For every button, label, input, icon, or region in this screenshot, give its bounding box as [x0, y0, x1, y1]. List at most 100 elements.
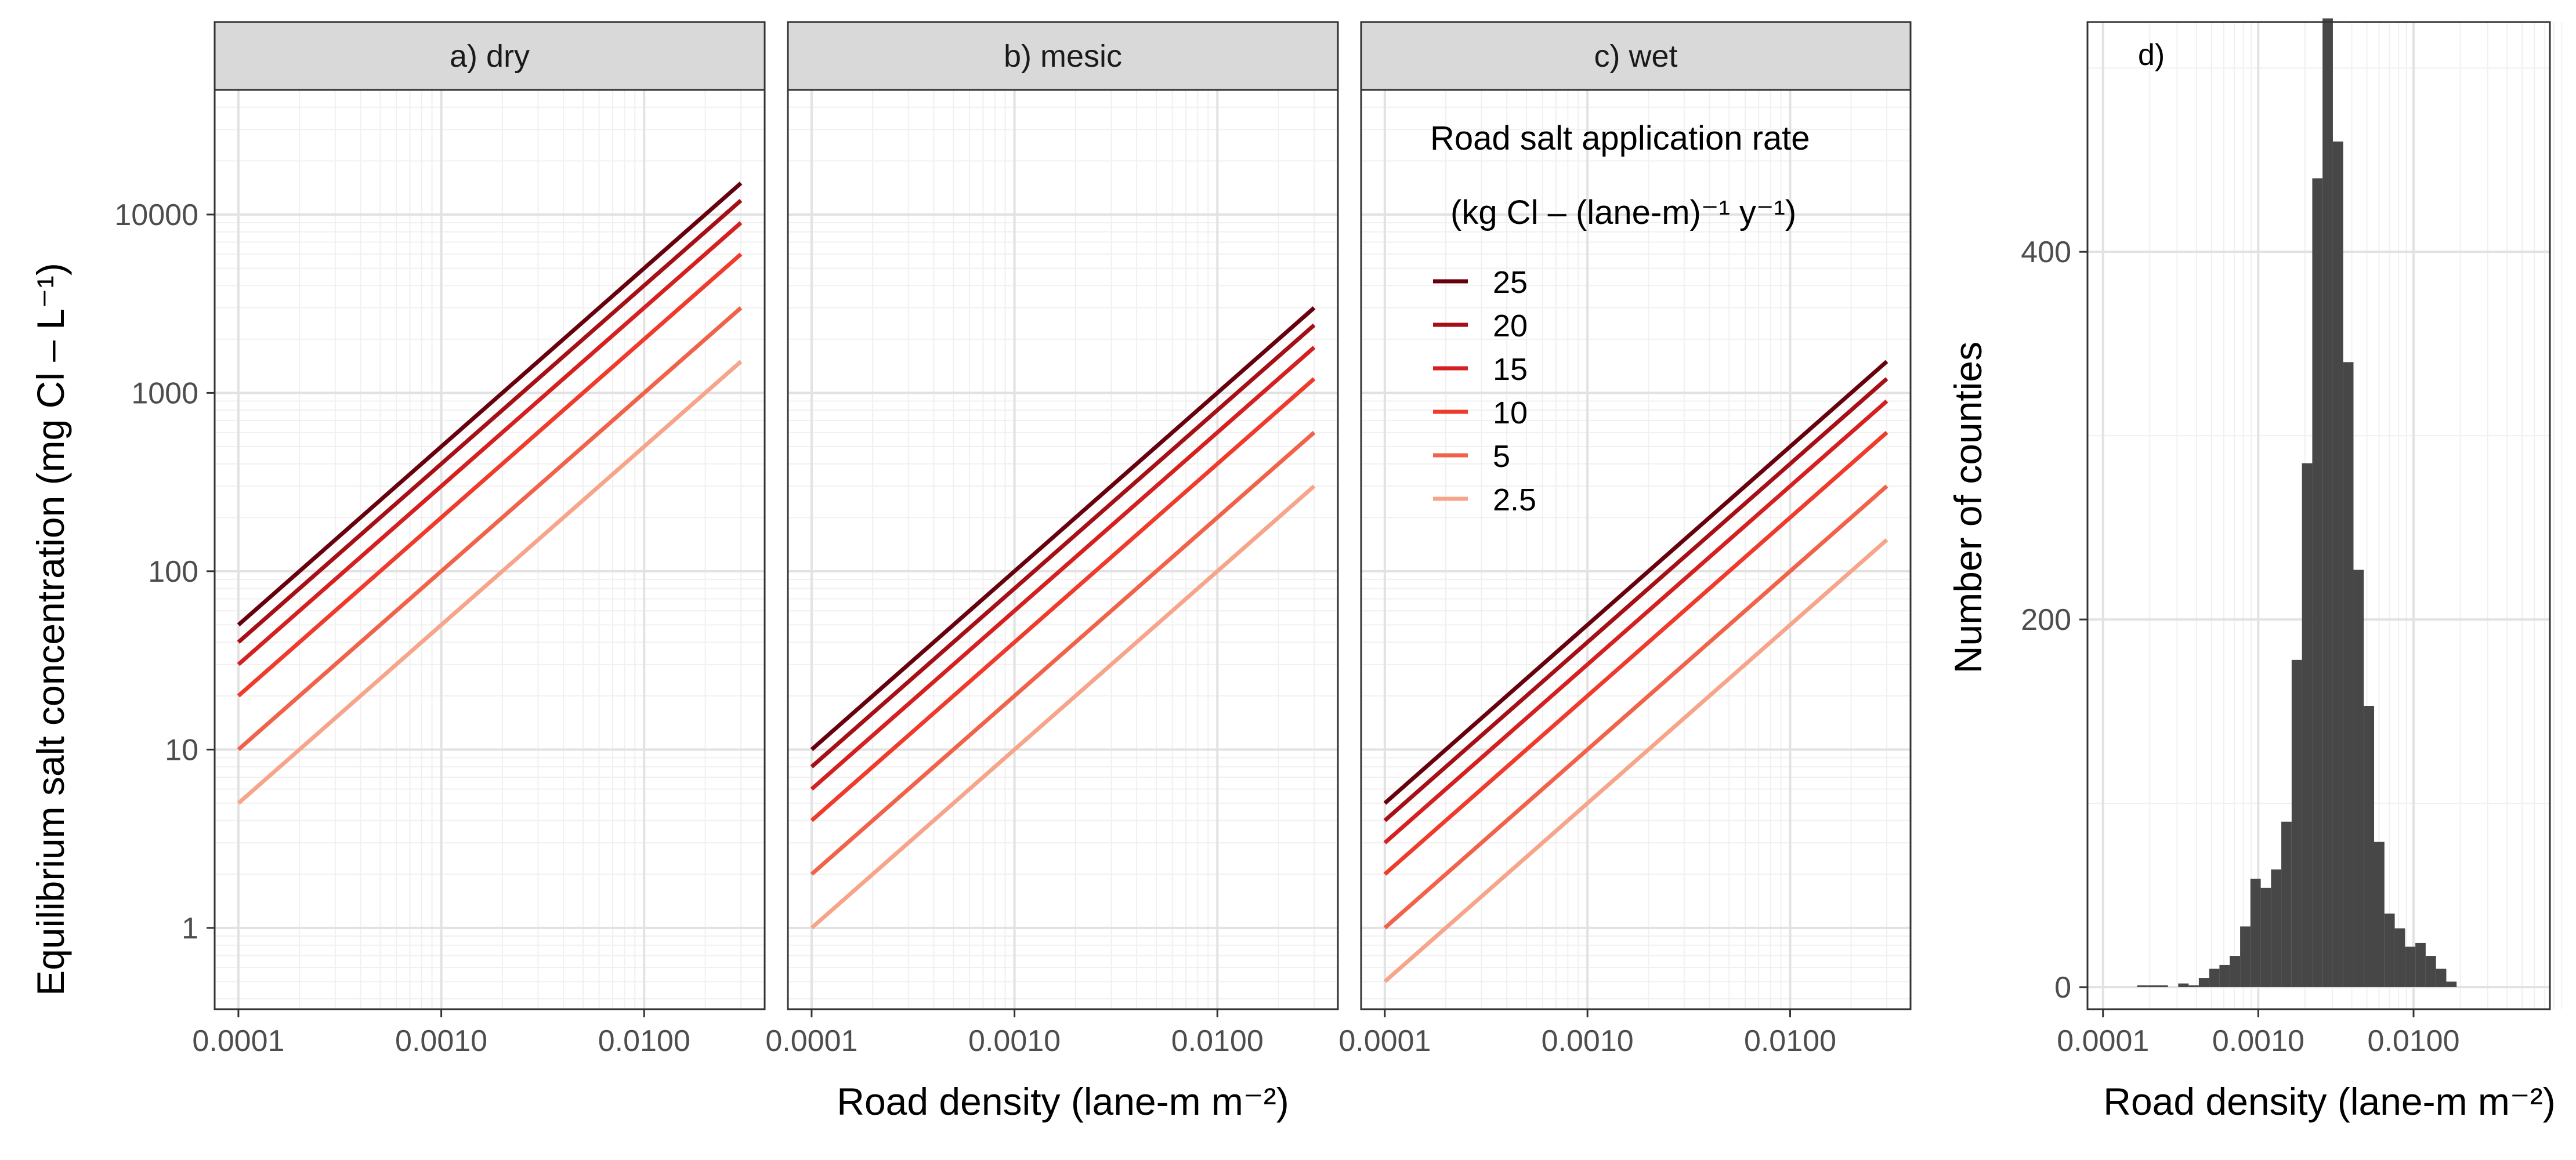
plot-background [788, 90, 1338, 1009]
legend-key-label: 5 [1493, 439, 1510, 474]
series-line-25 [237, 182, 743, 627]
strip-background [787, 21, 1339, 91]
hist-y-axis-title: Number of counties [1947, 342, 1989, 673]
histogram-bar [2364, 706, 2375, 987]
hist-x-tick-label: 0.0100 [2367, 1024, 2459, 1058]
series-line-15 [237, 221, 743, 666]
series-line-10 [237, 252, 743, 698]
panel-b: b) mesic 0.0001 0.0010 0.0100 [765, 21, 1339, 1058]
hist-y-tick-label: 400 [2021, 235, 2071, 269]
histogram-bar [2312, 178, 2323, 987]
series-line-2.5 [237, 360, 743, 805]
histogram-bar [2415, 942, 2426, 987]
histogram-bar [2178, 983, 2189, 987]
x-tick-label: 0.0001 [1338, 1024, 1431, 1058]
series-line-2.5 [810, 484, 1316, 930]
series-line-10 [810, 377, 1316, 822]
strip-background [214, 21, 766, 91]
hist-y-tick-label: 0 [2054, 971, 2071, 1005]
x-tick-label: 0.0100 [598, 1024, 690, 1058]
histogram-bar [2188, 985, 2199, 987]
panel-border [1360, 89, 1912, 1010]
series-line-5 [810, 430, 1316, 876]
histogram-bar [2322, 18, 2333, 987]
y-tick-label: 10000 [114, 198, 198, 232]
histogram-bar [2281, 821, 2292, 987]
series-line-20 [237, 198, 743, 644]
histogram-bar [2271, 869, 2282, 987]
series-line-15 [1383, 399, 1888, 844]
panel-border [787, 89, 1339, 1010]
x-tick-label: 0.0001 [192, 1024, 284, 1058]
x-axis-title: Road density (lane-m m⁻²) [837, 1080, 1289, 1123]
strip-label: c) wet [1594, 39, 1677, 74]
histogram-bar [2137, 985, 2148, 987]
x-tick-label: 0.0010 [395, 1024, 487, 1058]
histogram-bar [2343, 362, 2354, 987]
histogram-bar [2230, 956, 2241, 987]
y-tick-label: 100 [148, 555, 198, 589]
x-tick-label: 0.0001 [765, 1024, 858, 1058]
hist-x-axis-title: Road density (lane-m m⁻²) [2103, 1080, 2555, 1123]
y-tick-label: 1 [182, 912, 198, 945]
histogram-bar [2353, 570, 2364, 987]
hist-x-tick-label: 0.0001 [2057, 1024, 2149, 1058]
histogram-panel-d: d) 0.0001 0.0010 0.0100 0 200 400 [2021, 18, 2563, 1058]
series-line-20 [810, 323, 1316, 768]
series-line-15 [810, 346, 1316, 791]
series-line-20 [1383, 377, 1888, 822]
plot-background [215, 90, 765, 1009]
axis-titles: Equilibrium salt concentration (mg Cl – … [29, 263, 2556, 1123]
panel-c: c) wet 0.0001 0.0010 0.0100 [1338, 21, 1912, 1058]
histogram-bar [2394, 928, 2405, 987]
panel-border [214, 89, 766, 1010]
panel-a: a) dry 0.0001 0.0010 0.0100 1 10 100 1000 10000 [114, 21, 766, 1058]
plot-background [1361, 90, 1911, 1009]
x-tick-label: 0.0010 [1542, 1024, 1634, 1058]
series-line-25 [810, 306, 1316, 751]
strip-background [1360, 21, 1912, 91]
legend-keys: 25 20 15 10 5 2.5 [1433, 265, 1536, 517]
legend-key-label: 10 [1493, 396, 1528, 430]
histogram-bar [2158, 985, 2168, 987]
legend-title-line1: Road salt application rate [1430, 119, 1810, 157]
histogram-bar [2260, 887, 2271, 987]
histogram-bar [2302, 463, 2313, 987]
legend-key-label: 15 [1493, 352, 1528, 387]
y-axis-title: Equilibrium salt concentration (mg Cl – … [29, 263, 72, 996]
y-tick-label: 1000 [131, 376, 198, 410]
histogram-bar [2291, 659, 2302, 987]
legend-key-label: 25 [1493, 265, 1528, 300]
histogram-bar [2332, 142, 2343, 987]
x-tick-label: 0.0100 [1171, 1024, 1264, 1058]
histogram-bar [2209, 969, 2220, 987]
series-line-5 [1383, 484, 1888, 930]
series-line-10 [1383, 430, 1888, 876]
legend-key-label: 20 [1493, 309, 1528, 343]
hist-panel-border [2086, 21, 2551, 1010]
series-line-25 [1383, 360, 1888, 805]
histogram-bar [2219, 965, 2230, 987]
x-tick-label: 0.0100 [1744, 1024, 1836, 1058]
strip-label: a) dry [450, 39, 530, 74]
line-panels: a) dry 0.0001 0.0010 0.0100 1 10 100 1000 10000 b… [114, 21, 1912, 1058]
legend-key-label: 2.5 [1493, 483, 1536, 517]
x-tick-label: 0.0010 [968, 1024, 1061, 1058]
histogram-bar [2198, 978, 2209, 987]
histogram-bar [2240, 926, 2251, 987]
histogram-bar [2405, 947, 2416, 987]
histogram-bar [2147, 985, 2158, 987]
hist-x-tick-label: 0.0010 [2212, 1024, 2304, 1058]
histogram-bar [2384, 913, 2395, 987]
strip-label: b) mesic [1004, 39, 1122, 74]
histogram-bar [2446, 981, 2457, 987]
histogram-bar [2436, 969, 2447, 987]
hist-panel-label: d) [2138, 38, 2165, 72]
legend-title-line2: (kg Cl – (lane-m)⁻¹ y⁻¹) [1450, 194, 1796, 231]
histogram-bar [2374, 842, 2385, 987]
series-line-2.5 [1383, 538, 1888, 983]
y-tick-label: 10 [165, 733, 198, 767]
legend: Road salt application rate (kg Cl – (lan… [1430, 119, 1810, 517]
hist-y-tick-label: 200 [2021, 603, 2071, 637]
